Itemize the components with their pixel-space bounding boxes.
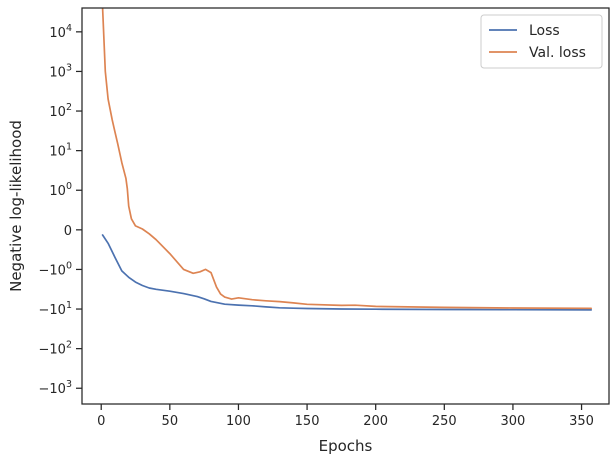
- y-tick-exponent: 2: [66, 340, 72, 351]
- x-tick-label: 150: [295, 414, 320, 429]
- y-tick-base: −10: [39, 343, 66, 358]
- y-tick-exponent: 4: [66, 23, 72, 34]
- y-tick-base: 10: [49, 184, 66, 199]
- y-tick-exponent: 0: [66, 181, 72, 192]
- y-tick-label: −100: [39, 260, 72, 278]
- y-tick-label: −103: [39, 379, 72, 397]
- y-tick-label: −102: [39, 340, 72, 358]
- y-tick-exponent: 1: [66, 300, 72, 311]
- y-tick-label: 101: [49, 142, 72, 160]
- legend-label: Val. loss: [529, 45, 586, 61]
- y-tick-label: −101: [39, 300, 72, 318]
- x-tick-label: 250: [432, 414, 457, 429]
- y-axis-label: Negative log-likelihood: [7, 120, 25, 292]
- y-tick-exponent: 3: [66, 379, 72, 390]
- y-tick-base: 10: [49, 65, 66, 80]
- y-tick-base: −10: [39, 263, 66, 278]
- y-tick-exponent: 0: [66, 260, 72, 271]
- x-tick-label: 100: [226, 414, 251, 429]
- x-tick-label: 350: [569, 414, 594, 429]
- y-tick-base: 10: [49, 105, 66, 120]
- x-tick-label: 50: [162, 414, 179, 429]
- series-line-loss: [101, 234, 593, 311]
- legend-box: [480, 14, 603, 69]
- y-tick-label: 102: [49, 102, 72, 120]
- y-tick-base: 10: [49, 145, 66, 160]
- series-layer: [101, 8, 593, 311]
- x-axis: 0 50 100 150 200 250 300 350: [97, 404, 594, 429]
- plot-area: [82, 8, 609, 404]
- y-tick-exponent: 2: [66, 102, 72, 113]
- legend-label: Loss: [529, 23, 560, 39]
- plot-frame: [81, 7, 610, 405]
- x-tick-label: 300: [501, 414, 526, 429]
- y-tick-exponent: 3: [66, 62, 72, 73]
- x-tick-label: 0: [97, 414, 105, 429]
- y-tick-base: −10: [39, 382, 66, 397]
- x-axis-label: Epochs: [319, 437, 373, 455]
- y-tick-label: 104: [49, 23, 72, 41]
- x-tick-label: 200: [363, 414, 388, 429]
- y-tick-base: 10: [49, 26, 66, 41]
- series-line-val-loss: [101, 8, 593, 310]
- y-tick-base: 0: [64, 224, 72, 239]
- legend: Loss Val. loss: [480, 14, 603, 69]
- y-tick-exponent: 1: [66, 142, 72, 153]
- y-tick-label: 100: [49, 181, 72, 199]
- y-tick-label: 0: [64, 224, 72, 239]
- y-tick-label: 103: [49, 62, 72, 80]
- y-tick-base: −10: [39, 303, 66, 318]
